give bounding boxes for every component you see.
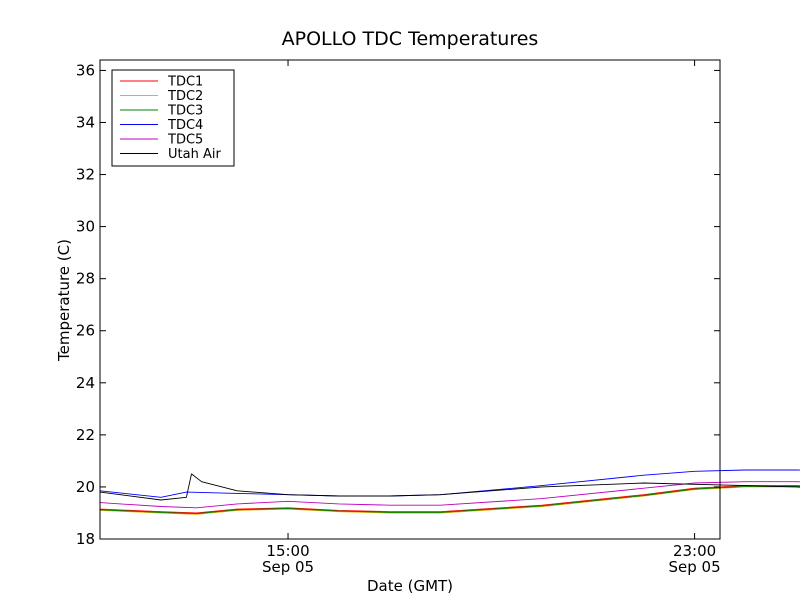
series-line-tdc3 (99, 485, 800, 515)
x-tick-label-date: Sep 05 (669, 558, 721, 576)
y-tick-label: 26 (76, 322, 95, 340)
y-tick-label: 18 (76, 530, 95, 548)
y-tick-label: 20 (76, 478, 95, 496)
legend-entry: Utah Air (168, 147, 221, 162)
y-tick-label: 34 (76, 113, 95, 131)
series-line-utah-air (99, 473, 800, 501)
x-tick-label-time: 23:00 (673, 542, 716, 560)
y-tick-label: 28 (76, 270, 95, 288)
legend-entry: TDC3 (167, 104, 203, 119)
plot-frame (99, 59, 721, 540)
x-tick-label-date: Sep 05 (262, 558, 314, 576)
series-line-tdc2 (99, 486, 800, 515)
legend-entry: TDC1 (167, 75, 203, 90)
legend-entry: TDC5 (167, 133, 203, 148)
y-tick-label: 30 (76, 218, 95, 236)
y-axis-label: Temperature (C) (55, 239, 73, 362)
y-tick-label: 22 (76, 426, 95, 444)
series-layer (99, 469, 800, 515)
series-line-tdc1 (99, 485, 800, 514)
x-axis-label: Date (GMT) (367, 577, 453, 595)
legend-box (111, 69, 235, 167)
series-line-tdc5 (99, 481, 800, 509)
y-tick-label: 24 (76, 374, 95, 392)
x-tick-label-time: 15:00 (266, 542, 309, 560)
chart-title: APOLLO TDC Temperatures (282, 28, 539, 50)
legend-entry: TDC4 (167, 118, 203, 133)
y-tick-label: 36 (76, 61, 95, 79)
y-tick-label: 32 (76, 166, 95, 184)
legend-entry: TDC2 (167, 89, 203, 104)
